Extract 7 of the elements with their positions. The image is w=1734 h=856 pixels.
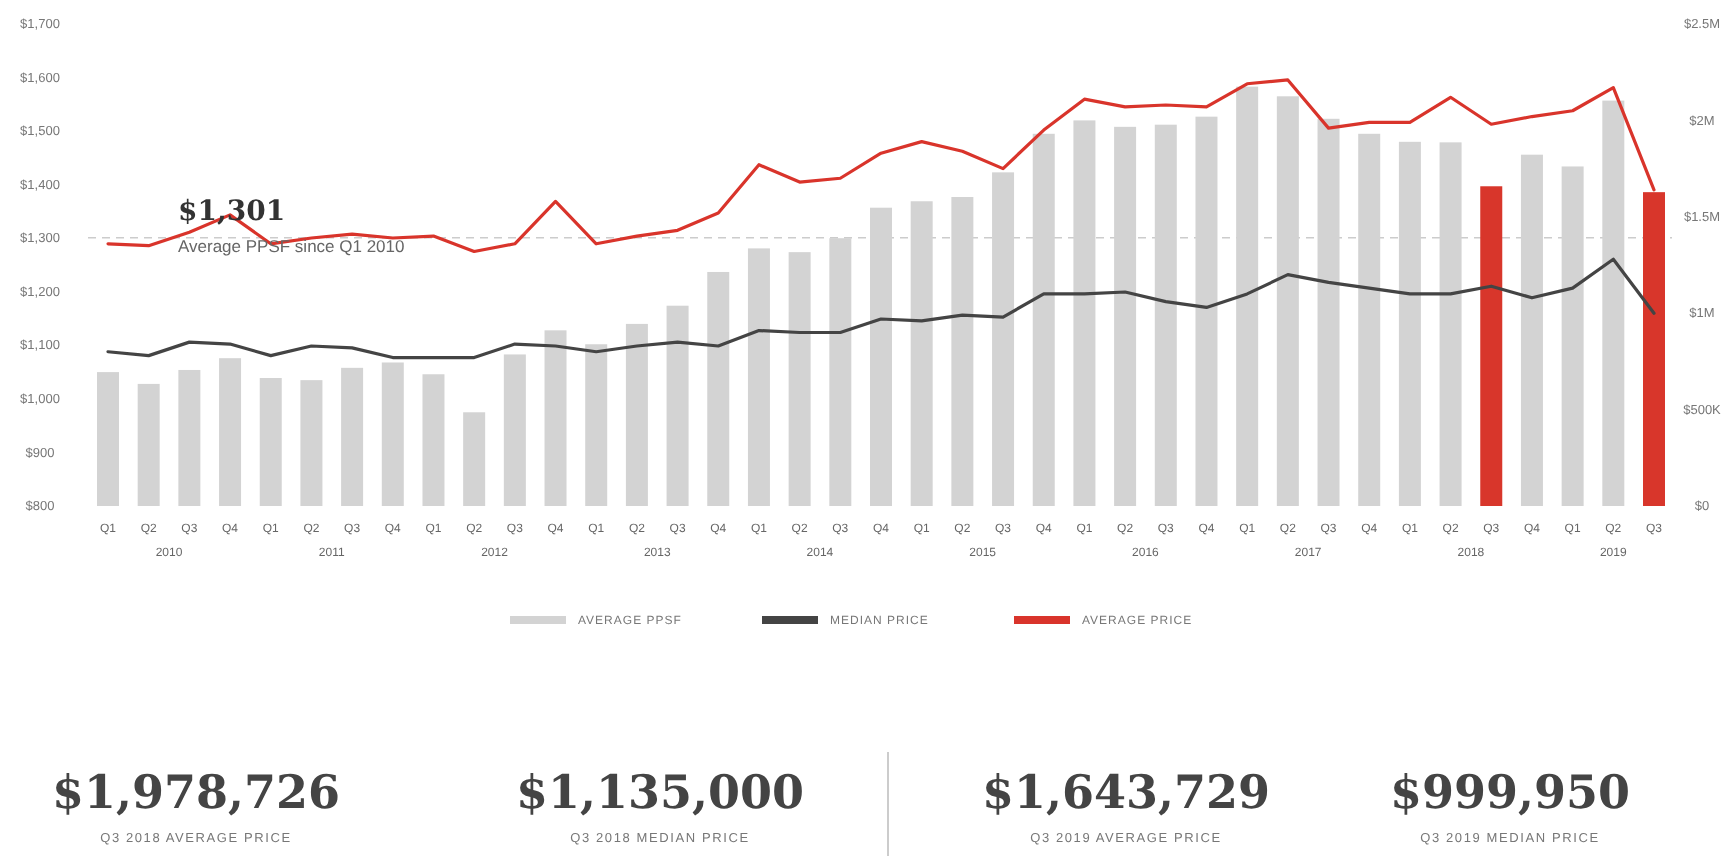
text: $1,978,726 xyxy=(51,766,341,820)
text: $1,643,729 xyxy=(981,766,1271,820)
line-series xyxy=(106,257,1656,360)
annotation: Average PPSF since Q1 2010 xyxy=(178,236,406,256)
ref-line-label: $1,301 xyxy=(178,195,286,228)
text: $1,135,000 xyxy=(515,766,805,820)
text: $999,950 xyxy=(1389,766,1631,820)
